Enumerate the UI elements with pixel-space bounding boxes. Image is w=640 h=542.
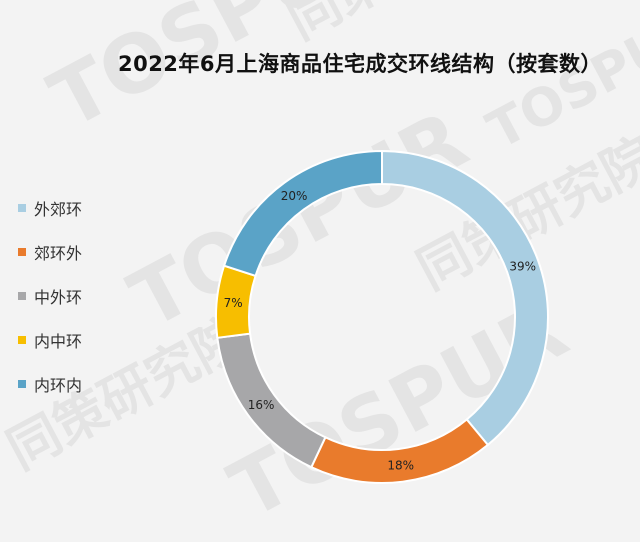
legend-swatch <box>18 204 26 212</box>
slice-label: 7% <box>224 296 243 310</box>
legend-item: 外郊环 <box>18 186 82 230</box>
legend-label: 内环内 <box>34 376 83 395</box>
legend-label: 郊环外 <box>34 244 83 263</box>
legend-swatch <box>18 336 26 344</box>
legend-swatch <box>18 248 26 256</box>
legend-item: 郊环外 <box>18 230 82 274</box>
legend-item: 内环内 <box>18 362 82 406</box>
legend-label: 中外环 <box>34 288 83 307</box>
chart-title: 2022年6月上海商品住宅成交环线结构（按套数） <box>117 52 603 76</box>
legend-swatch <box>18 292 26 300</box>
slice-label: 39% <box>509 259 536 273</box>
legend-item: 中外环 <box>18 274 82 318</box>
slice-label: 16% <box>248 398 275 412</box>
donut-slice <box>309 418 490 484</box>
slice-label: 20% <box>281 189 308 203</box>
legend-label: 外郊环 <box>34 200 83 219</box>
chart-legend: 外郊环郊环外中外环内中环内环内 <box>18 186 82 406</box>
slice-label: 18% <box>387 458 414 472</box>
legend-swatch <box>18 380 26 388</box>
donut-slice <box>222 149 383 278</box>
donut-slice <box>381 149 549 447</box>
legend-label: 内中环 <box>34 332 83 351</box>
legend-item: 内中环 <box>18 318 82 362</box>
